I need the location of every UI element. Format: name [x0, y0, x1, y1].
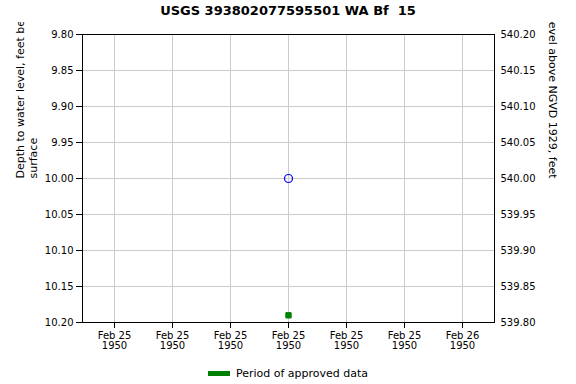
- svg-text:540.20: 540.20: [501, 29, 536, 40]
- svg-text:9.95: 9.95: [51, 137, 73, 148]
- svg-text:540.15: 540.15: [501, 65, 536, 76]
- svg-text:540.10: 540.10: [501, 101, 536, 112]
- svg-text:9.90: 9.90: [51, 101, 73, 112]
- svg-text:Depth to water level, feet bel: Depth to water level, feet below landsur…: [14, 22, 40, 179]
- svg-text:10.20: 10.20: [45, 317, 74, 328]
- svg-text:539.85: 539.85: [501, 281, 536, 292]
- html-text:USGS 393802077595501 WA Bf 15: USGS 393802077595501 WA Bf 15: [160, 3, 416, 18]
- svg-text:Feb 251950: Feb 251950: [388, 330, 422, 351]
- svg-text:10.10: 10.10: [45, 245, 74, 256]
- svg-text:539.95: 539.95: [501, 209, 536, 220]
- svg-text:Feb 251950: Feb 251950: [156, 330, 190, 351]
- svg-text:Groundwater level above NGVD 1: Groundwater level above NGVD 1929, feet: [546, 22, 559, 179]
- svg-text:9.80: 9.80: [51, 29, 73, 40]
- svg-text:9.85: 9.85: [51, 65, 73, 76]
- svg-text:Feb 251950: Feb 251950: [214, 330, 248, 351]
- svg-text:539.80: 539.80: [501, 317, 536, 328]
- svg-text:Feb 251950: Feb 251950: [272, 330, 306, 351]
- svg-text:540.00: 540.00: [501, 173, 536, 184]
- svg-text:540.05: 540.05: [501, 137, 536, 148]
- svg-text:10.05: 10.05: [45, 209, 74, 220]
- svg-text:539.90: 539.90: [501, 245, 536, 256]
- svg-text:Feb 261950: Feb 261950: [446, 330, 480, 351]
- svg-text:Feb 251950: Feb 251950: [330, 330, 364, 351]
- svg-text:10.00: 10.00: [45, 173, 74, 184]
- svg-text:10.15: 10.15: [45, 281, 74, 292]
- html-text:Period of approved data: Period of approved data: [235, 366, 369, 380]
- svg-text:Feb 251950: Feb 251950: [98, 330, 132, 351]
